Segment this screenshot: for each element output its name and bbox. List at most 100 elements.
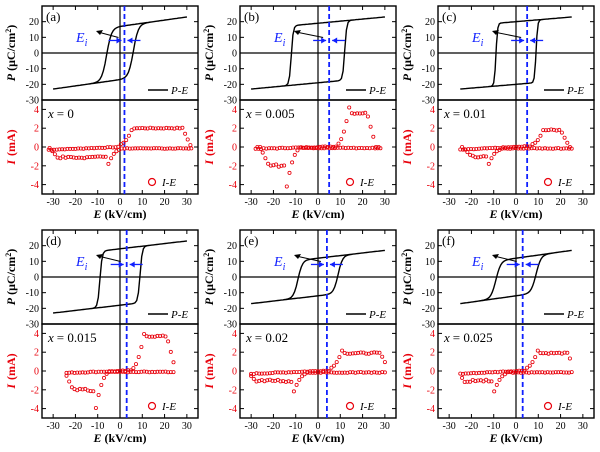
- ie-point: [543, 146, 548, 151]
- ie-point: [541, 128, 546, 133]
- p-axis-symbol: P: [400, 73, 414, 81]
- composition-value: = 0: [57, 106, 74, 121]
- e-tick-label: 30: [380, 421, 390, 432]
- ie-point: [382, 370, 387, 375]
- ie-point: [160, 369, 165, 374]
- e-axis-label: E (kV/cm): [92, 207, 146, 221]
- p-tick-label: 10: [29, 257, 39, 268]
- ie-point: [93, 154, 98, 159]
- ie-point: [564, 146, 569, 151]
- ei-symbol: E: [471, 255, 481, 270]
- ie-point: [305, 370, 310, 375]
- ie-point: [351, 145, 356, 150]
- e-axis-symbol: E: [488, 431, 497, 445]
- ie-point: [340, 145, 345, 150]
- ei-subscript: i: [85, 262, 88, 273]
- ie-point: [557, 127, 562, 132]
- e-tick-label: 20: [160, 421, 170, 432]
- e-axis-label: E (kV/cm): [488, 431, 542, 445]
- ie-point: [561, 370, 566, 375]
- ie-point: [78, 146, 83, 151]
- ie-point: [478, 378, 483, 383]
- ei-subscript: i: [85, 38, 88, 49]
- ie-point: [275, 370, 280, 375]
- ie-point: [62, 147, 67, 152]
- ei-arrowhead-right: [332, 37, 338, 44]
- ie-point: [156, 126, 161, 131]
- ie-point: [364, 145, 369, 150]
- ie-point: [260, 150, 265, 155]
- ie-point: [331, 363, 336, 368]
- ie-point: [72, 370, 77, 375]
- i-tick-label: -4: [229, 404, 237, 415]
- ie-point: [307, 370, 312, 375]
- ie-series: [458, 127, 574, 166]
- i-tick-label: -2: [427, 161, 435, 172]
- ie-point: [158, 334, 163, 339]
- p-axis-unit-sup: 2: [400, 29, 409, 33]
- ie-point: [281, 379, 286, 384]
- e-tick-label: -10: [91, 421, 104, 432]
- ie-point: [569, 370, 574, 375]
- ie-point: [508, 146, 513, 151]
- p-tick-label: -30: [224, 320, 237, 331]
- ie-point: [329, 365, 334, 370]
- ie-point: [73, 146, 78, 151]
- ie-point: [524, 146, 529, 151]
- ie-point: [364, 370, 369, 375]
- ie-point: [306, 145, 311, 150]
- p-tick-label: 10: [29, 33, 39, 44]
- ie-point: [538, 351, 543, 356]
- ie-point: [334, 360, 339, 365]
- pe-loop: [251, 16, 385, 90]
- ie-point: [185, 137, 190, 142]
- ie-point: [484, 370, 489, 375]
- ie-point: [553, 146, 558, 151]
- ie-point: [158, 369, 163, 374]
- ie-point: [465, 150, 470, 155]
- e-axis-unit: (kV/cm): [303, 207, 345, 221]
- panel-label: (c): [442, 9, 456, 24]
- ie-point: [71, 155, 76, 160]
- ie-point: [513, 370, 518, 375]
- ie-point: [173, 146, 178, 151]
- ie-point: [567, 370, 572, 375]
- pe-loop: [460, 16, 572, 90]
- i-axis-unit: (mA): [4, 129, 18, 156]
- i-tick-label: 0: [232, 143, 237, 154]
- ie-point: [133, 362, 138, 367]
- i-tick-label: 4: [232, 105, 237, 116]
- p-tick-label: 20: [227, 17, 237, 28]
- p-tick-label: -20: [422, 304, 435, 315]
- ie-point: [60, 147, 65, 152]
- ie-point: [358, 350, 363, 355]
- ie-point: [277, 145, 282, 150]
- e-tick-label: 20: [358, 421, 368, 432]
- ie-point: [83, 386, 88, 391]
- ie-point: [166, 339, 171, 344]
- ie-point: [537, 370, 542, 375]
- ie-point: [138, 146, 143, 151]
- ie-point: [106, 161, 111, 166]
- pe-legend-text: P-E: [368, 309, 386, 321]
- ie-point: [541, 351, 546, 356]
- composition-label: x = 0: [47, 106, 74, 121]
- ei-arrowhead-left: [116, 37, 122, 44]
- p-axis-label: P (μC/cm2): [202, 25, 216, 81]
- ie-legend-text: I-E: [557, 401, 572, 413]
- e-tick-label: -10: [487, 197, 500, 208]
- ie-point: [47, 145, 52, 150]
- ie-point: [170, 146, 175, 151]
- ie-point: [559, 370, 564, 375]
- ie-point: [142, 369, 147, 374]
- e-tick-label: -10: [289, 421, 302, 432]
- ie-point: [101, 154, 106, 159]
- ie-point: [365, 114, 370, 119]
- ie-point: [533, 355, 538, 360]
- ie-point: [180, 125, 185, 130]
- panel-label: (d): [46, 233, 61, 248]
- ie-point: [134, 126, 139, 131]
- ie-point: [102, 369, 107, 374]
- ie-point: [183, 146, 188, 151]
